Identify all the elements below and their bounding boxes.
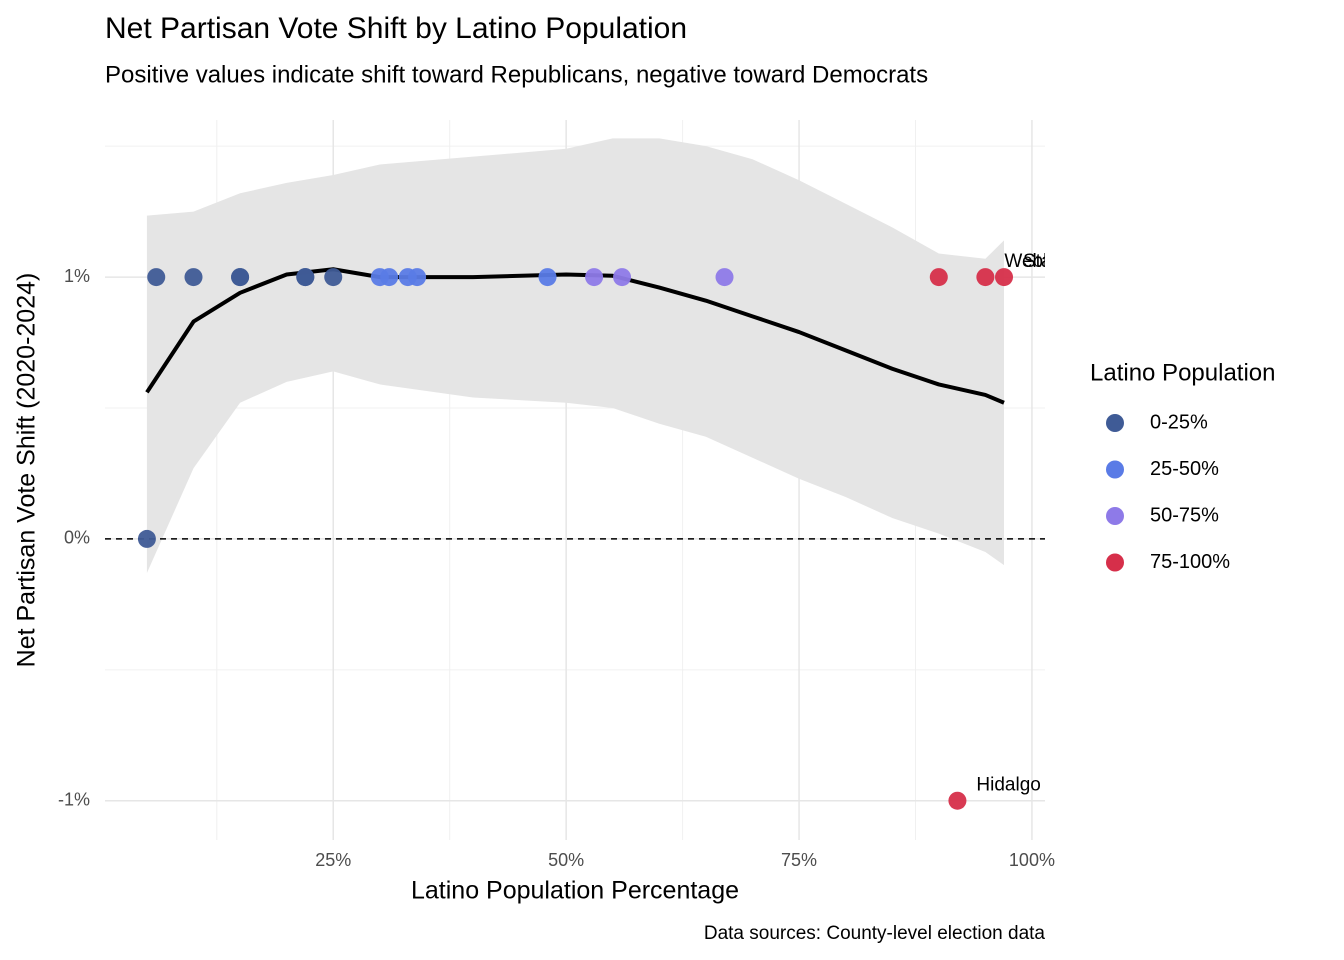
point [948,791,967,810]
point [715,268,734,287]
legend-label: 50-75% [1150,504,1219,526]
x-tick-label: 100% [1009,850,1055,870]
chart-title: Net Partisan Vote Shift by Latino Popula… [105,12,687,45]
point-label: Hidalgo [976,775,1040,796]
point [380,268,399,287]
smooth-line [145,267,1005,405]
legend-label: 75-100% [1150,551,1230,573]
point [408,268,427,287]
legend-title: Latino Population [1090,359,1275,386]
legend-label: 0-25% [1150,411,1208,433]
confidence-band [146,138,1005,573]
y-tick-label: 0% [64,528,90,548]
legend-swatch [1106,460,1124,479]
point [585,268,604,287]
x-tick-label: 50% [548,850,584,870]
x-tick-label: 25% [315,850,351,870]
point [538,268,557,287]
point-label: Starr [1023,251,1065,272]
point [613,268,632,287]
legend-swatch [1106,414,1124,432]
point [324,268,343,287]
y-tick-label: 1% [64,266,90,286]
legend-swatch [1106,553,1124,572]
point [184,268,203,287]
x-axis-label: Latino Population Percentage [411,877,739,905]
point [976,268,995,287]
legend-swatch [1106,507,1124,525]
chart-subtitle: Positive values indicate shift toward Re… [105,61,928,88]
caption: Data sources: County-level election data [704,923,1046,944]
point [231,268,250,287]
point [147,268,166,287]
point-label: Webb [1004,251,1053,272]
y-tick-label: -1% [58,789,90,809]
x-tick-label: 75% [781,850,817,870]
y-axis-label: Net Partisan Vote Shift (2020-2024) [13,273,41,668]
legend-label: 25-50% [1150,458,1219,480]
point [137,529,156,548]
point [296,268,315,287]
point [929,268,948,287]
axes: 25% 50% 75% 100% -1% 0% 1% 0-25% 25-50% 50-75% 75-… [58,266,1230,870]
point [995,268,1014,287]
